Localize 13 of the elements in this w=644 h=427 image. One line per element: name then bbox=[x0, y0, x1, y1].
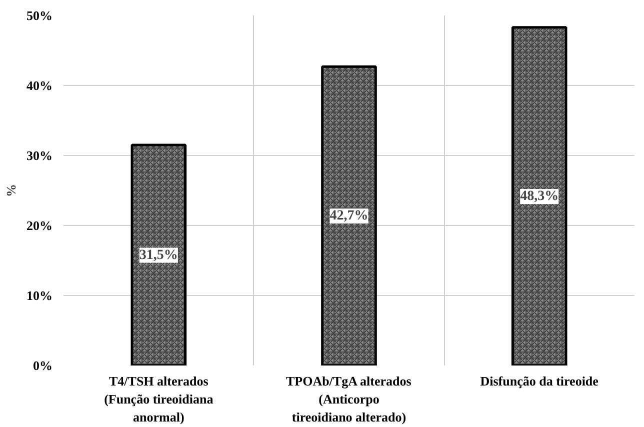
y-tick-label: 10% bbox=[26, 288, 52, 303]
x-tick-label: TPOAb/TgA alterados (Anticorpo tireoidiano alterado) bbox=[286, 374, 412, 424]
y-axis-title: % bbox=[4, 184, 18, 197]
y-tick-label: 40% bbox=[26, 78, 52, 93]
y-tick-label: 30% bbox=[26, 148, 52, 163]
y-tick-label: 50% bbox=[26, 8, 52, 23]
y-tick-label: 0% bbox=[33, 358, 52, 373]
data-label: 31,5% bbox=[139, 248, 178, 263]
data-label: 48,3% bbox=[520, 188, 559, 204]
y-tick-label: 20% bbox=[26, 218, 52, 233]
data-label: 42,7% bbox=[330, 208, 368, 224]
x-tick-label: T4/TSH alterados (Função tireoidiana anormal) bbox=[104, 374, 214, 424]
x-tick-label: Disfunção da tireoide bbox=[480, 374, 599, 388]
